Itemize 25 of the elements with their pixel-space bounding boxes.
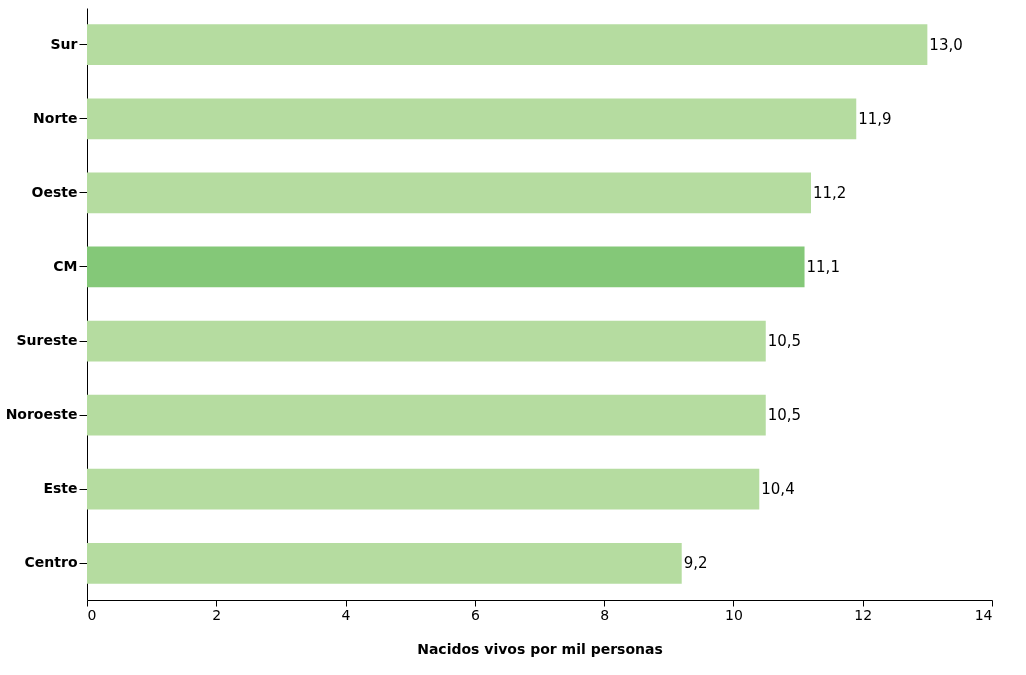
x-tick-label: 2: [212, 606, 222, 623]
x-axis-title: Nacidos vivos por mil personas: [417, 640, 663, 657]
data-label: 10,5: [767, 332, 802, 351]
y-tick-label: Sureste: [16, 332, 78, 349]
data-label: 11,1: [806, 257, 840, 276]
data-label: 11,2: [813, 183, 847, 202]
x-tick-label: 0: [87, 606, 97, 623]
data-label: 9,2: [683, 554, 708, 573]
y-tick-label: CM: [53, 257, 78, 274]
x-tick-label: 10: [725, 606, 743, 623]
y-tick-label: Centro: [24, 554, 78, 571]
x-tick-label: 6: [470, 606, 480, 623]
x-tick-label: 8: [600, 606, 610, 623]
y-tick-label: Norte: [33, 109, 78, 126]
data-label: 13,0: [929, 35, 963, 54]
y-tick-label: Sur: [50, 35, 78, 52]
x-tick-label: 12: [854, 606, 873, 623]
y-tick-label: Noroeste: [5, 406, 78, 423]
data-label: 10,5: [767, 406, 802, 425]
y-tick-label: Este: [43, 480, 78, 497]
x-tick-label: 14: [974, 606, 993, 623]
data-label: 10,4: [761, 480, 795, 499]
y-tick-label: Oeste: [31, 183, 78, 200]
data-label: 11,9: [858, 109, 892, 128]
x-tick-label: 4: [341, 606, 351, 623]
